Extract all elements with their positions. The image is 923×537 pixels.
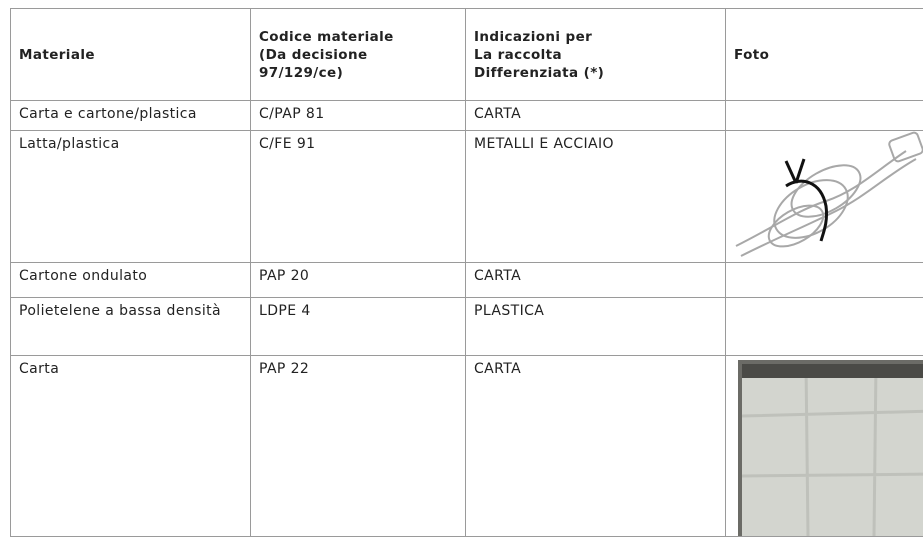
- photo-cell: [726, 263, 923, 298]
- materials-table: Materiale Codice materiale (Da decisione…: [10, 8, 923, 537]
- photo-cell: [726, 298, 923, 356]
- cell: CARTA: [466, 101, 726, 131]
- cell: Cartone ondulato: [11, 263, 251, 298]
- cell: CARTA: [466, 356, 726, 537]
- header-cell: Codice materiale (Da decisione 97/129/ce…: [251, 9, 466, 101]
- row: Latta/plastica C/FE 91 METALLI E ACCIAIO: [11, 131, 923, 263]
- cell: METALLI E ACCIAIO: [466, 131, 726, 263]
- cell: PAP 20: [251, 263, 466, 298]
- cell: C/FE 91: [251, 131, 466, 263]
- cell: LDPE 4: [251, 298, 466, 356]
- photo-cell: [726, 101, 923, 131]
- cell: C/PAP 81: [251, 101, 466, 131]
- paper-photo: [726, 356, 923, 536]
- photo-cell: [726, 131, 923, 263]
- row: Carta e cartone/plastica C/PAP 81 CARTA: [11, 101, 923, 131]
- photo-cell: [726, 356, 923, 537]
- header-cell: Foto: [726, 9, 923, 101]
- row: Polietelene a bassa densità LDPE 4 PLAST…: [11, 298, 923, 356]
- row: Carta PAP 22 CARTA: [11, 356, 923, 537]
- header-cell: Materiale: [11, 9, 251, 101]
- header-row: Materiale Codice materiale (Da decisione…: [11, 9, 923, 101]
- cell: PLASTICA: [466, 298, 726, 356]
- cell: PAP 22: [251, 356, 466, 537]
- cell: Carta e cartone/plastica: [11, 101, 251, 131]
- cable-photo: [726, 131, 923, 261]
- cell: Carta: [11, 356, 251, 537]
- cell: CARTA: [466, 263, 726, 298]
- header-cell: Indicazioni per La raccolta Differenziat…: [466, 9, 726, 101]
- cell: Polietelene a bassa densità: [11, 298, 251, 356]
- cell: Latta/plastica: [11, 131, 251, 263]
- row: Cartone ondulato PAP 20 CARTA: [11, 263, 923, 298]
